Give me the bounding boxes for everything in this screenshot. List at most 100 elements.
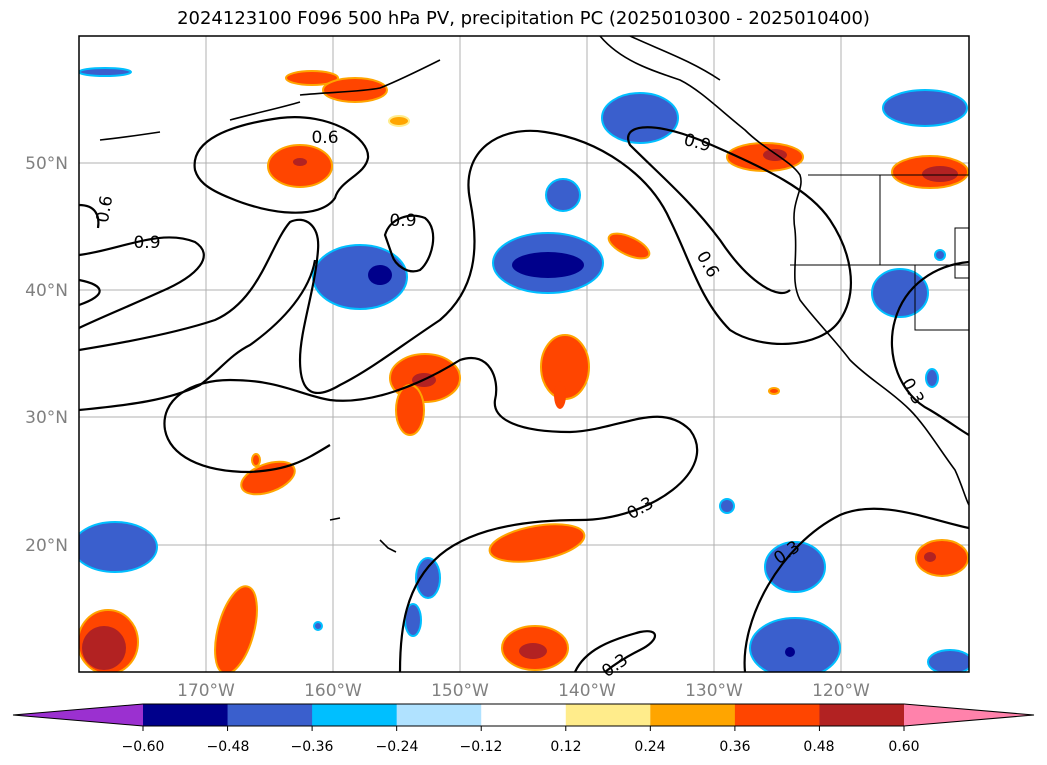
border-state xyxy=(914,265,969,331)
colorbar-tick-label: 0.48 xyxy=(803,739,834,755)
map-frame xyxy=(78,35,970,673)
lon-label-150w: 150°W xyxy=(431,681,489,701)
coastline-aleutian-west xyxy=(229,101,301,121)
colorbar-ticks xyxy=(142,726,905,731)
colorbar-tick-label: 0.60 xyxy=(888,739,919,755)
neg-blob xyxy=(313,621,323,631)
coastline-hawaii-small xyxy=(329,517,341,521)
colorbar-cell xyxy=(143,704,229,726)
pos-blob xyxy=(395,384,425,436)
coastlines xyxy=(99,36,969,553)
colorbar-cell xyxy=(481,704,567,726)
neg-blob xyxy=(925,368,939,388)
pv-contour xyxy=(79,126,852,395)
lat-labels: 50°N 40°N 30°N 20°N xyxy=(25,154,68,556)
pos-core xyxy=(924,552,936,562)
pos-blob xyxy=(251,453,261,467)
colorbar-cell xyxy=(650,704,736,726)
neg-blob xyxy=(871,268,929,318)
pos-blob xyxy=(607,232,651,260)
pos-core xyxy=(82,626,126,670)
colorbar-cell xyxy=(396,704,482,726)
lon-label-160w: 160°W xyxy=(304,681,362,701)
pv-contour xyxy=(79,203,100,229)
lat-label-20n: 20°N xyxy=(25,536,68,556)
colorbar-extend-left xyxy=(13,704,143,726)
lon-label-120w: 120°W xyxy=(812,681,870,701)
neg-blob xyxy=(764,541,826,593)
lat-label-40n: 40°N xyxy=(25,281,68,301)
contour-label: 0.9 xyxy=(133,233,160,253)
pos-blob xyxy=(915,539,969,577)
pv-contour xyxy=(193,116,370,214)
neg-blob xyxy=(312,244,408,310)
pos-blob xyxy=(285,70,339,86)
pos-tail xyxy=(554,381,566,409)
pos-blob xyxy=(240,460,296,496)
colorbar-cell xyxy=(734,704,820,726)
colorbar-tick-label: −0.48 xyxy=(207,739,250,755)
neg-blob xyxy=(719,498,735,514)
colorbar-cell xyxy=(312,704,398,726)
contour-label: 0.6 xyxy=(93,194,117,224)
pos-blob xyxy=(768,387,780,395)
coastline-alaska xyxy=(629,36,721,81)
colorbar-tick-label: −0.12 xyxy=(460,739,503,755)
neg-blob xyxy=(749,617,841,672)
colorbar-tick-label: 0.12 xyxy=(550,739,581,755)
contour-label: 0.6 xyxy=(311,128,338,148)
pv-contour xyxy=(79,278,101,307)
coastline-na xyxy=(599,36,969,506)
colorbar-tick-label: −0.60 xyxy=(122,739,165,755)
lat-label-50n: 50°N xyxy=(25,154,68,174)
pv-contour xyxy=(79,236,205,329)
neg-blob xyxy=(79,521,158,573)
neg-blob xyxy=(601,92,679,144)
coastline-aleutian xyxy=(299,59,441,96)
contour-label: 0.9 xyxy=(389,211,416,231)
positive-precip-blobs xyxy=(79,70,969,672)
negative-precip-blobs xyxy=(79,67,969,672)
pv-contour xyxy=(163,429,331,474)
border-state xyxy=(954,227,969,279)
neg-blob xyxy=(79,67,132,77)
pv-contour xyxy=(890,260,969,436)
colorbar-tick-label: 0.24 xyxy=(634,739,665,755)
coastline-aleutian-far xyxy=(99,131,161,141)
colorbar-cell xyxy=(227,704,313,726)
colorbar-tick-label: −0.24 xyxy=(376,739,419,755)
neg-blob xyxy=(415,557,441,599)
colorbar-cell xyxy=(565,704,651,726)
lon-label-170w: 170°W xyxy=(177,681,235,701)
pv-contour xyxy=(79,259,317,412)
pos-core xyxy=(922,166,958,182)
colorbar: −0.60 −0.48 −0.36 −0.24 −0.12 0.12 0.24 … xyxy=(12,703,1035,755)
lon-label-140w: 140°W xyxy=(558,681,616,701)
pos-blob xyxy=(214,585,258,672)
colorbar-cell xyxy=(819,704,905,726)
map-title: 2024123100 F096 500 hPa PV, precipitatio… xyxy=(177,8,870,29)
neg-core xyxy=(512,252,584,278)
neg-blob xyxy=(882,89,968,127)
colorbar-tick-label: −0.36 xyxy=(291,739,334,755)
coastline-hawaii xyxy=(379,539,397,553)
colorbar-extend-right xyxy=(904,704,1034,726)
lon-label-130w: 130°W xyxy=(685,681,743,701)
neg-core xyxy=(785,647,795,657)
lat-label-30n: 30°N xyxy=(25,408,68,428)
pos-blob xyxy=(488,523,586,563)
pos-core xyxy=(519,643,547,659)
pv-contour xyxy=(573,630,657,672)
gridlines xyxy=(79,36,969,672)
colorbar-cells xyxy=(143,704,905,726)
lon-labels: 170°W 160°W 150°W 140°W 130°W 120°W xyxy=(177,681,870,701)
borders xyxy=(790,174,969,331)
neg-blob xyxy=(927,649,969,672)
neg-blob xyxy=(545,178,581,212)
colorbar-tick-labels: −0.60 −0.48 −0.36 −0.24 −0.12 0.12 0.24 … xyxy=(122,739,920,755)
colorbar-tick-label: 0.36 xyxy=(719,739,750,755)
pv-contours xyxy=(79,116,969,672)
pos-core xyxy=(293,158,307,166)
neg-core xyxy=(368,265,392,285)
